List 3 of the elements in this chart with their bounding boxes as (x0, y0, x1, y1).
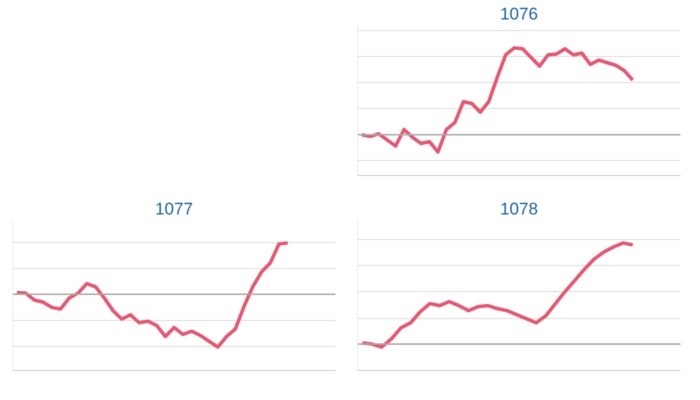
chart-title: 1076 (500, 4, 538, 24)
chart-title: 1077 (155, 200, 193, 218)
chart-title: 1078 (500, 200, 538, 218)
